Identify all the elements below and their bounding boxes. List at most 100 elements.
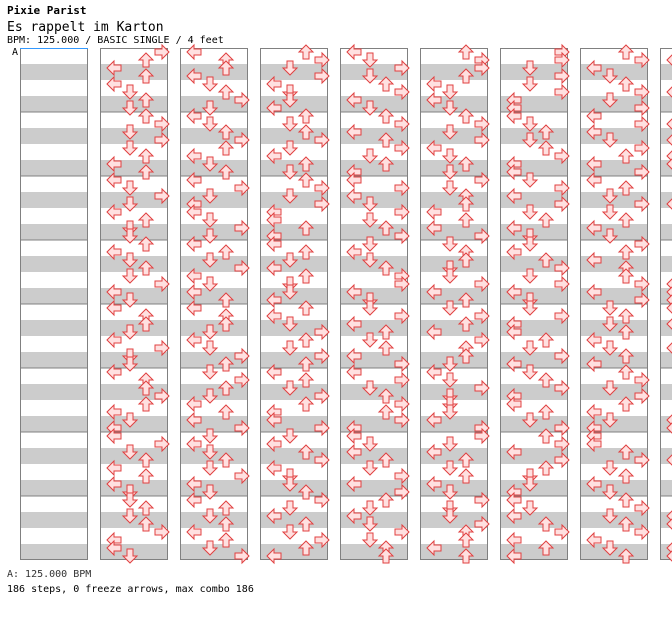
down-arrow [601,68,619,84]
up-arrow [297,444,315,460]
stripe [180,224,248,240]
down-arrow [121,268,139,284]
song-title: Es rappelt im Karton [7,20,164,35]
right-arrow [154,387,170,405]
left-arrow [426,363,442,381]
left-arrow [426,91,442,109]
down-arrow [121,228,139,244]
down-arrow [121,180,139,196]
down-arrow [281,524,299,540]
left-arrow [426,475,442,493]
up-arrow [617,44,635,60]
stripe [660,256,672,272]
left-arrow [346,243,362,261]
panel-8-border [580,48,648,560]
right-arrow [314,131,330,149]
up-arrow [217,244,235,260]
right-arrow [474,59,490,77]
down-arrow [121,84,139,100]
down-arrow [361,380,379,396]
stripe [20,544,88,560]
panel-3-border [180,48,248,560]
up-arrow [617,444,635,460]
left-arrow [346,315,362,333]
left-arrow [506,443,522,461]
right-arrow [314,67,330,85]
left-arrow [426,203,442,221]
up-arrow [217,60,235,76]
up-arrow [377,492,395,508]
left-arrow [186,43,202,61]
right-arrow [554,83,570,101]
up-arrow [617,396,635,412]
right-arrow [554,179,570,197]
right-arrow [634,275,650,293]
stripe [580,544,648,560]
stripe [20,96,88,112]
stripe [340,256,408,272]
left-arrow [346,507,362,525]
down-arrow [601,412,619,428]
up-arrow [297,108,315,124]
up-arrow [217,404,235,420]
stripe [580,384,648,400]
down-arrow [201,100,219,116]
down-arrow [121,548,139,564]
down-arrow [201,444,219,460]
right-arrow [474,331,490,349]
left-arrow [346,443,362,461]
left-arrow [426,323,442,341]
right-arrow [234,179,250,197]
stripe [580,96,648,112]
left-arrow [586,435,602,453]
left-arrow [506,107,522,125]
down-arrow [601,460,619,476]
stripe [260,480,328,496]
up-arrow [457,316,475,332]
right-arrow [474,227,490,245]
up-arrow [457,452,475,468]
left-arrow [426,539,442,557]
left-arrow [506,491,522,509]
right-arrow [314,195,330,213]
right-arrow [314,531,330,549]
panel-4-border [260,48,328,560]
panel-9-border [660,48,672,560]
down-arrow [281,92,299,108]
up-arrow [457,44,475,60]
left-arrow [106,427,122,445]
up-arrow [137,516,155,532]
right-arrow [154,43,170,61]
stripe [20,352,88,368]
right-arrow [394,227,410,245]
left-arrow [106,59,122,77]
down-arrow [441,484,459,500]
left-arrow [346,43,362,61]
down-arrow [521,204,539,220]
right-arrow [394,371,410,389]
down-arrow [281,164,299,180]
down-arrow [121,124,139,140]
up-arrow [137,316,155,332]
down-arrow [121,196,139,212]
down-arrow [441,372,459,388]
stripe [260,64,328,80]
up-arrow [297,356,315,372]
up-arrow [377,324,395,340]
right-arrow [394,275,410,293]
down-arrow [281,188,299,204]
left-arrow [266,259,282,277]
left-arrow [506,219,522,237]
down-arrow [121,100,139,116]
down-arrow [441,300,459,316]
stripe [260,320,328,336]
summary-line: 186 steps, 0 freeze arrows, max combo 18… [7,584,254,595]
left-arrow [586,355,602,373]
left-arrow [666,291,672,309]
right-arrow [474,171,490,189]
right-arrow [394,395,410,413]
down-arrow [121,324,139,340]
left-arrow [666,115,672,133]
down-arrow [201,540,219,556]
down-arrow [441,180,459,196]
